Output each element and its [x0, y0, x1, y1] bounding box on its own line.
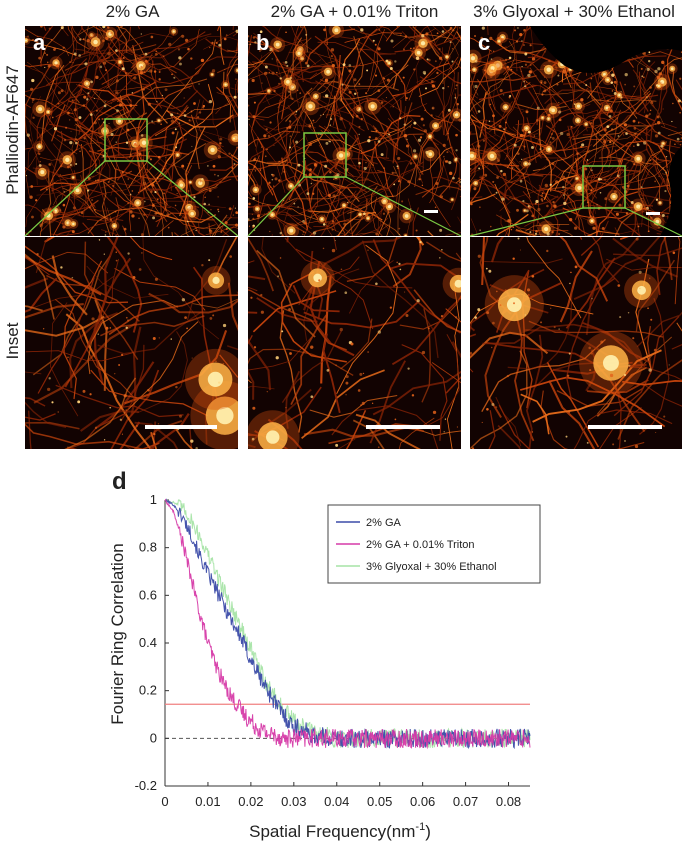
x-tick-label: 0.08: [496, 794, 521, 809]
row-label-bottom: Inset: [3, 322, 22, 360]
column-title-b: 2% GA + 0.01% Triton: [270, 2, 439, 21]
y-tick-label: 0.4: [139, 635, 157, 650]
zoom-connectors: [24, 160, 683, 237]
x-tick-label: 0.01: [195, 794, 220, 809]
microscopy-panel-b: b: [248, 26, 461, 236]
x-tick-label: 0.04: [324, 794, 349, 809]
chart-xlabel: Spatial Frequency(nm-1): [249, 821, 431, 841]
zoom-box-b: [303, 132, 347, 178]
scale-bar-inset-a: [145, 425, 217, 429]
panel-letter-d: d: [112, 468, 127, 495]
x-tick-label: 0: [161, 794, 168, 809]
x-tick-label: 0.06: [410, 794, 435, 809]
x-tick-label: 0.07: [453, 794, 478, 809]
y-tick-label: 0: [150, 730, 157, 745]
inset-panel-c: [470, 237, 682, 449]
legend-entry: 2% GA: [366, 517, 402, 529]
y-tick-label: 0.2: [139, 683, 157, 698]
x-tick-label: 0.03: [281, 794, 306, 809]
y-tick-label: 1: [150, 492, 157, 507]
chart-ylabel: Fourier Ring Correlation: [108, 543, 127, 724]
y-tick-label: 0.6: [139, 587, 157, 602]
legend-box: [327, 504, 541, 584]
scale-bar-inset-b: [366, 425, 440, 429]
x-tick-label: 0.02: [238, 794, 263, 809]
dark-region-c-top: [530, 26, 682, 74]
y-tick-label: 0.8: [139, 540, 157, 555]
y-tick-label: -0.2: [135, 778, 157, 793]
zoom-box-a: [104, 118, 148, 162]
micrograph-a: [25, 26, 238, 236]
scale-bar-c: [646, 212, 660, 215]
dark-region-c-right: [660, 146, 682, 236]
inset-micrograph-a: [25, 237, 238, 449]
microscopy-panel-a: a: [25, 26, 238, 236]
zoom-box-c: [582, 165, 626, 209]
legend-entry: 2% GA + 0.01% Triton: [366, 539, 475, 551]
micrograph-b: [248, 26, 461, 236]
microscopy-panel-c: c: [470, 26, 682, 236]
legend-entry: 3% Glyoxal + 30% Ethanol: [366, 561, 497, 573]
panel-letter-b: b: [256, 30, 270, 55]
inset-micrograph-c: [470, 237, 682, 449]
x-tick-label: 0.05: [367, 794, 392, 809]
column-title-c: 3% Glyoxal + 30% Ethanol: [473, 2, 675, 21]
frc-chart: 0 0.01 0.02 0.03 0.04 0.05 0.06 0.07 0.08 1 0.8 0.6…: [108, 492, 541, 841]
scale-bar-b: [424, 210, 438, 213]
scale-bar-inset-c: [588, 425, 662, 429]
inset-panel-b: [248, 237, 461, 449]
panel-letter-c: c: [478, 30, 491, 55]
inset-panel-a: [25, 237, 238, 449]
chart-xlabel-sup: -1: [415, 821, 425, 833]
series-line-2: [164, 498, 531, 750]
column-title-a: 2% GA: [105, 2, 160, 21]
panel-letter-a: a: [33, 30, 46, 55]
